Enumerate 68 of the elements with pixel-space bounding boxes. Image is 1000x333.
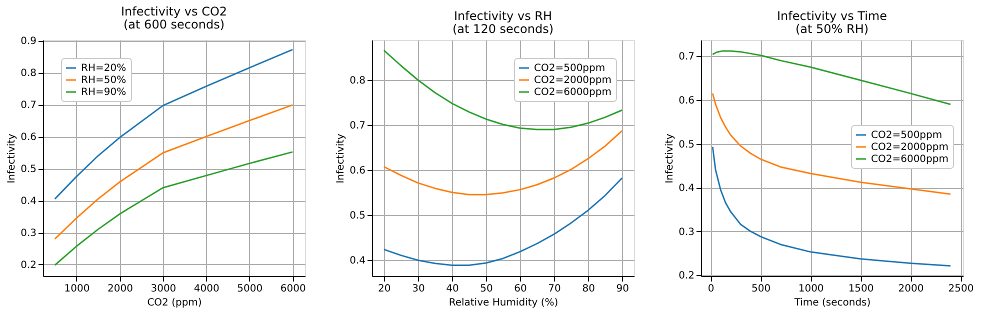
x-tick-label: 50 (480, 284, 493, 294)
y-tick-label: 0.7 (350, 120, 366, 132)
y-tick-label: 0.8 (20, 68, 36, 80)
legend-label: CO2=6000ppm (871, 154, 948, 165)
x-tick-label: 70 (548, 284, 561, 294)
legend-label: CO2=6000ppm (534, 87, 612, 98)
x-tick-label: 3000 (150, 284, 176, 294)
y-tick-label: 0.8 (350, 76, 366, 87)
x-tick-label: 2500 (948, 284, 974, 294)
line-series (383, 177, 623, 266)
x-axis-title: Time (seconds) (793, 298, 871, 308)
x-tick-label: 80 (582, 284, 595, 294)
line-series (54, 48, 294, 200)
y-tick-label: 0.5 (678, 139, 694, 150)
y-tick-label: 0.2 (678, 270, 694, 282)
x-tick-label: 0 (708, 284, 714, 294)
x-tick-label: 30 (412, 284, 425, 294)
x-tick-label: 1000 (798, 284, 824, 294)
legend-label: RH=90% (81, 87, 126, 98)
y-tick-label: 0.9 (20, 36, 36, 48)
y-axis-title: Infectivity (664, 134, 676, 184)
x-tick-label: 90 (616, 284, 629, 294)
x-tick-label: 5000 (237, 284, 263, 294)
x-tick-label: 6000 (280, 284, 306, 294)
line-series (383, 50, 623, 130)
x-tick-label: 2000 (107, 284, 133, 294)
x-tick-label: 40 (446, 284, 459, 294)
chart-title: Infectivity vs Time (777, 9, 887, 23)
x-tick-label: 20 (378, 284, 391, 294)
y-tick-label: 0.3 (678, 226, 694, 238)
x-tick-label: 60 (514, 284, 527, 294)
x-axis-title: Relative Humidity (%) (448, 298, 558, 308)
line-series (54, 151, 294, 266)
line-series (54, 104, 294, 240)
chart-subtitle: (at 50% RH) (795, 22, 869, 36)
chart-title: Infectivity vs CO2 (120, 4, 228, 19)
y-axis-title: Infectivity (336, 134, 347, 184)
x-tick-label: 4000 (194, 284, 220, 294)
legend-label: CO2=2000ppm (534, 75, 612, 86)
x-tick-label: 2000 (898, 284, 924, 294)
y-tick-label: 0.6 (350, 165, 366, 176)
legend-label: RH=50% (81, 75, 126, 86)
y-tick-label: 0.6 (678, 95, 694, 106)
y-tick-label: 0.2 (20, 260, 36, 271)
y-tick-label: 0.3 (20, 228, 36, 240)
x-tick-label: 500 (752, 284, 771, 294)
y-tick-label: 0.5 (350, 210, 366, 222)
y-axis-title: Infectivity (6, 134, 18, 184)
line-series (712, 92, 952, 195)
chart-subtitle: (at 120 seconds) (452, 22, 554, 36)
y-tick-label: 0.4 (678, 183, 694, 194)
y-tick-label: 0.6 (20, 132, 36, 144)
y-tick-label: 0.7 (20, 100, 36, 112)
y-tick-label: 0.4 (350, 255, 366, 266)
legend-label: CO2=500ppm (534, 63, 606, 74)
chart-subtitle: (at 600 seconds) (123, 18, 225, 32)
y-tick-label: 0.4 (20, 196, 36, 208)
x-tick-label: 1500 (848, 284, 874, 294)
legend-label: CO2=500ppm (871, 130, 942, 141)
legend-label: CO2=2000ppm (871, 142, 948, 153)
x-tick-label: 1000 (64, 284, 90, 294)
y-tick-label: 0.5 (20, 164, 36, 176)
chart-title: Infectivity vs RH (454, 9, 552, 23)
line-series (712, 50, 952, 106)
x-axis-title: CO2 (ppm) (147, 298, 202, 308)
line-series (383, 130, 623, 196)
legend-label: RH=20% (81, 63, 126, 74)
y-tick-label: 0.7 (678, 52, 694, 63)
